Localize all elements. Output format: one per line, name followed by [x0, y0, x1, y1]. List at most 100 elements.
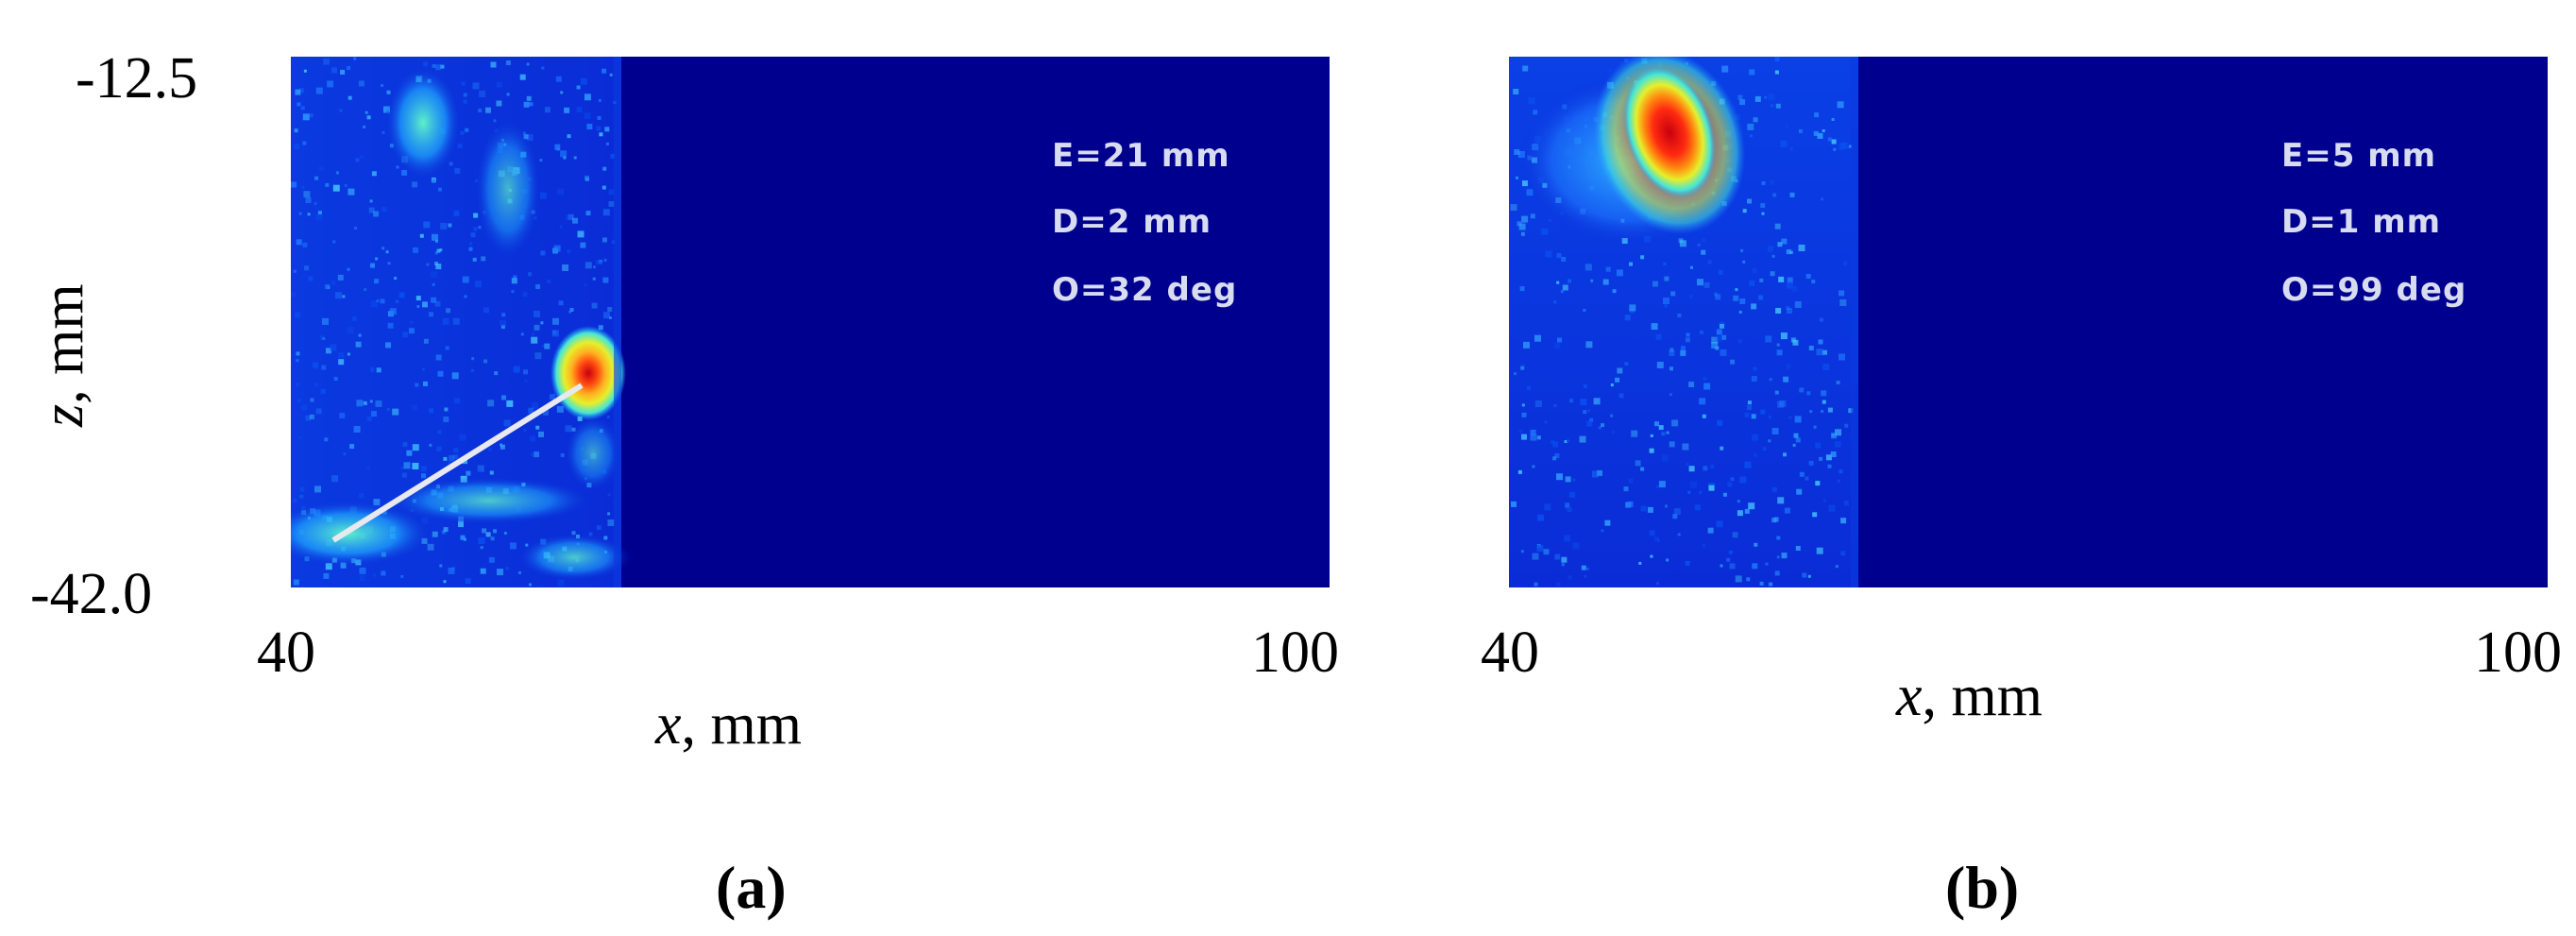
- speckle-dot: [1822, 499, 1826, 502]
- heatmap-a-lower-echo-1: [291, 501, 432, 567]
- speckle-dot: [547, 280, 551, 284]
- speckle-dot: [585, 262, 592, 269]
- speckle-dot: [318, 166, 324, 171]
- speckle-dot: [526, 62, 530, 66]
- speckle-dot: [1530, 429, 1536, 435]
- speckle-dot: [1783, 452, 1787, 457]
- speckle-dot: [1794, 416, 1802, 423]
- speckle-dot: [1699, 398, 1706, 405]
- speckle-dot: [593, 265, 596, 269]
- speckle-dot: [1649, 448, 1654, 453]
- speckle-dot: [356, 400, 364, 407]
- speckle-dot: [1664, 304, 1668, 308]
- speckle-dot: [1657, 538, 1660, 542]
- speckle-dot: [524, 379, 528, 383]
- speckle-dot: [551, 330, 559, 337]
- speckle-dot: [1534, 400, 1542, 407]
- heatmap-a: [291, 57, 1330, 587]
- speckle-dot: [442, 317, 449, 325]
- speckle-dot: [429, 443, 432, 447]
- speckle-dot: [454, 167, 461, 174]
- speckle-dot: [567, 249, 571, 254]
- speckle-dot: [423, 61, 429, 67]
- speckle-dot: [463, 93, 467, 97]
- speckle-dot: [297, 102, 301, 107]
- speckle-dot: [387, 322, 394, 329]
- speckle-dot: [1789, 147, 1793, 151]
- speckle-dot: [1673, 508, 1681, 516]
- speckle-dot: [301, 404, 308, 411]
- speckle-dot: [534, 311, 540, 317]
- speckle-dot: [1843, 261, 1848, 265]
- speckle-dot: [1822, 349, 1827, 355]
- speckle-dot: [1753, 366, 1757, 371]
- speckle-dot: [1795, 437, 1801, 443]
- speckle-dot: [453, 210, 460, 216]
- speckle-dot: [370, 263, 375, 268]
- speckle-dot: [364, 288, 367, 292]
- speckle-dot: [496, 100, 502, 107]
- speckle-dot: [309, 113, 314, 118]
- annotation-a-d: D=2 mm: [1052, 203, 1212, 241]
- speckle-dot: [1629, 304, 1636, 312]
- speckle-dot: [580, 242, 586, 248]
- speckle-dot: [1739, 298, 1746, 304]
- speckle-dot: [1735, 575, 1742, 583]
- speckle-dot: [580, 77, 587, 85]
- y-axis-unit-a: , mm: [31, 283, 95, 404]
- speckle-dot: [347, 267, 350, 271]
- heatmap-a-region-edge: [614, 57, 621, 587]
- speckle-dot: [332, 184, 340, 192]
- speckle-dot: [315, 408, 322, 415]
- speckle-dot: [1511, 501, 1517, 507]
- speckle-dot: [1752, 434, 1759, 441]
- speckle-dot: [1598, 426, 1602, 430]
- speckle-dot: [1814, 112, 1820, 118]
- speckle-dot: [1780, 332, 1788, 340]
- speckle-dot: [317, 211, 322, 215]
- annotation-b-o: O=99 deg: [2281, 271, 2467, 309]
- speckle-dot: [602, 237, 607, 243]
- speckle-dot: [480, 546, 483, 550]
- speckle-dot: [473, 227, 478, 231]
- speckle-dot: [339, 109, 343, 112]
- speckle-dot: [576, 85, 581, 90]
- speckle-dot: [449, 162, 453, 166]
- speckle-dot: [409, 328, 415, 334]
- speckle-dot: [1726, 557, 1731, 562]
- speckle-dot: [1518, 430, 1522, 434]
- speckle-dot: [400, 466, 404, 469]
- speckle-dot: [1685, 560, 1690, 566]
- speckle-dot: [465, 578, 471, 585]
- speckle-dot: [368, 207, 375, 213]
- speckle-dot: [1663, 262, 1667, 265]
- speckle-dot: [1554, 343, 1561, 349]
- speckle-dot: [381, 247, 385, 250]
- speckle-dot: [464, 295, 467, 298]
- speckle-dot: [1624, 315, 1631, 321]
- speckle-dot: [1694, 504, 1701, 511]
- speckle-dot: [1806, 391, 1811, 396]
- speckle-dot: [1653, 536, 1659, 541]
- speckle-dot: [381, 131, 385, 134]
- speckle-dot: [461, 81, 466, 86]
- speckle-dot: [1816, 349, 1823, 356]
- speckle-dot: [584, 283, 587, 287]
- x-tick-right-b: 100: [2474, 621, 2562, 685]
- speckle-dot: [448, 223, 452, 228]
- speckle-dot: [1777, 497, 1785, 504]
- heatmap-a-hotspot: [551, 326, 626, 420]
- speckle-dot: [1631, 430, 1638, 437]
- speckle-dot: [1780, 140, 1788, 147]
- speckle-dot: [1590, 279, 1594, 282]
- speckle-dot: [375, 400, 382, 407]
- speckle-dot: [332, 240, 336, 244]
- annotation-b-e: E=5 mm: [2281, 137, 2437, 175]
- speckle-dot: [1610, 414, 1614, 417]
- speckle-dot: [325, 182, 330, 187]
- speckle-dot: [1661, 432, 1666, 436]
- speckle-dot: [595, 260, 601, 265]
- speckle-dot: [1744, 508, 1750, 514]
- speckle-dot: [541, 66, 545, 70]
- speckle-dot: [435, 354, 442, 361]
